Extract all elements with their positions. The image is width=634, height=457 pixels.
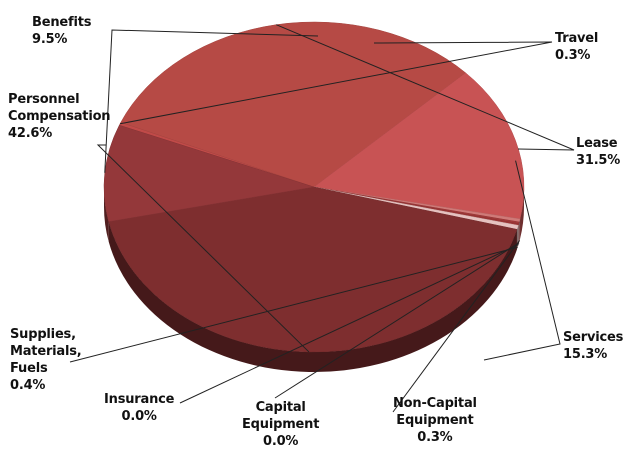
- pie-slice-services: [313, 72, 525, 220]
- label-supplies-value: 0.4%: [10, 378, 46, 393]
- leader-line-benefits: [104, 29, 319, 173]
- pie-depth-services: [520, 187, 524, 239]
- label-supplies: Supplies, Materials, Fuels 0.4%: [10, 326, 82, 394]
- leader-line-travel: [119, 41, 553, 125]
- leader-line-supplies: [69, 246, 518, 363]
- label-lease-name: Lease: [576, 136, 618, 151]
- leader-line-lease: [276, 24, 575, 151]
- label-noncap: Non-Capital Equipment 0.3%: [393, 395, 477, 446]
- label-benefits-value: 9.5%: [32, 32, 68, 47]
- label-benefits-name: Benefits: [32, 15, 92, 30]
- label-insurance-name: Insurance: [104, 392, 175, 407]
- label-personnel-name: Personnel Compensation: [8, 92, 111, 124]
- label-capital-name: Capital Equipment: [242, 400, 320, 432]
- label-insurance-value: 0.0%: [121, 409, 157, 424]
- pie-depth-personnel: [108, 221, 517, 373]
- label-services-name: Services: [563, 330, 624, 345]
- leader-line-insurance: [179, 244, 519, 404]
- label-noncap-value: 0.3%: [417, 430, 453, 445]
- label-travel-name: Travel: [555, 31, 599, 46]
- label-services: Services 15.3%: [563, 329, 623, 363]
- label-insurance: Insurance 0.0%: [104, 391, 174, 425]
- leader-line-capital: [274, 242, 520, 399]
- label-benefits: Benefits 9.5%: [32, 14, 91, 48]
- leader-line-personnel: [96, 144, 310, 353]
- label-personnel: Personnel Compensation 42.6%: [8, 91, 111, 142]
- label-personnel-value: 42.6%: [8, 126, 53, 141]
- label-supplies-name: Supplies, Materials, Fuels: [10, 327, 82, 376]
- label-capital-value: 0.0%: [262, 434, 299, 449]
- leader-line-noncap: [392, 240, 521, 413]
- label-lease: Lease 31.5%: [576, 135, 620, 169]
- label-capital: Capital Equipment 0.0%: [242, 399, 319, 450]
- pie-slice-benefits: [103, 124, 315, 222]
- label-services-value: 15.3%: [563, 347, 608, 362]
- label-travel-value: 0.3%: [555, 48, 591, 63]
- leader-line-services: [483, 160, 561, 361]
- pie-depth-benefits: [104, 187, 109, 242]
- label-travel: Travel 0.3%: [555, 30, 598, 64]
- pie-depth-noncap: [519, 218, 521, 242]
- label-noncap-name: Non-Capital Equipment: [393, 396, 477, 428]
- label-lease-value: 31.5%: [576, 153, 621, 168]
